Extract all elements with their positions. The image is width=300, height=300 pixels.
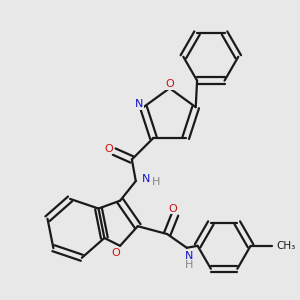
Text: H: H — [152, 177, 160, 187]
Text: N: N — [184, 250, 193, 261]
Text: O: O — [165, 79, 174, 89]
Text: CH₃: CH₃ — [276, 241, 296, 251]
Text: N: N — [135, 99, 144, 109]
Text: O: O — [169, 203, 178, 214]
Text: N: N — [141, 174, 150, 184]
Text: H: H — [184, 260, 193, 271]
Text: O: O — [104, 144, 113, 154]
Text: O: O — [112, 248, 121, 258]
